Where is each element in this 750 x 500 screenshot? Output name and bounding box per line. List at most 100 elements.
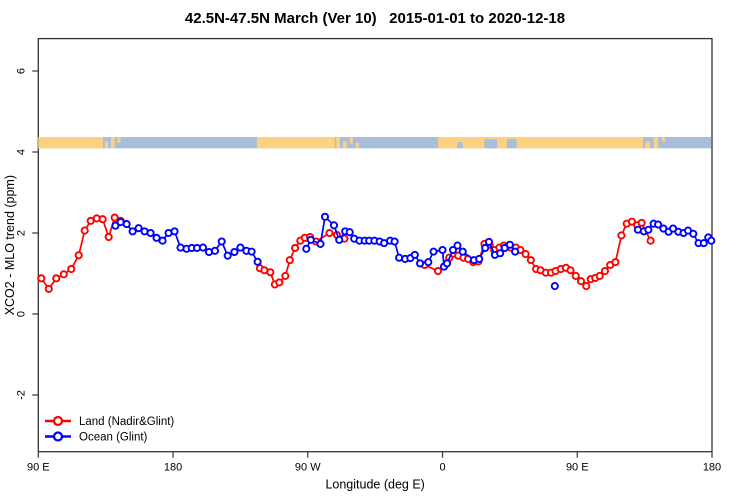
data-point bbox=[433, 267, 443, 276]
legend-label-land: Land (Nadir&Glint) bbox=[79, 416, 174, 428]
data-point bbox=[306, 235, 315, 244]
map-strip-island bbox=[653, 137, 659, 149]
data-point bbox=[345, 228, 354, 237]
axis-label: 180 bbox=[164, 462, 182, 474]
map-strip-island bbox=[110, 137, 115, 149]
data-point bbox=[521, 250, 530, 259]
series-land bbox=[37, 213, 655, 293]
axis-label: 90 E bbox=[27, 462, 50, 474]
data-point bbox=[481, 243, 490, 253]
data-point bbox=[654, 220, 663, 229]
data-point bbox=[627, 217, 636, 226]
data-point bbox=[475, 254, 484, 263]
map-strip-island bbox=[355, 142, 359, 149]
legend-marker-ocean bbox=[52, 431, 64, 442]
data-point bbox=[453, 241, 462, 250]
axis-label: Longitude (deg E) bbox=[325, 478, 424, 492]
data-point bbox=[438, 245, 447, 255]
data-point bbox=[98, 215, 107, 224]
data-point bbox=[410, 250, 419, 259]
data-point bbox=[442, 259, 452, 268]
data-point bbox=[285, 256, 294, 265]
data-point bbox=[59, 270, 68, 279]
data-point bbox=[302, 244, 311, 253]
series-ocean bbox=[111, 212, 716, 291]
data-point bbox=[484, 237, 493, 246]
data-point bbox=[275, 278, 284, 287]
map-strip-sea-patch bbox=[484, 139, 498, 149]
map-strip-land bbox=[38, 137, 103, 149]
data-point bbox=[266, 268, 275, 277]
data-point bbox=[52, 274, 61, 283]
data-point bbox=[595, 271, 604, 280]
data-point bbox=[223, 251, 232, 260]
data-point bbox=[198, 243, 208, 252]
map-strip-island bbox=[104, 141, 108, 149]
data-point bbox=[128, 227, 137, 236]
data-point bbox=[644, 225, 653, 234]
data-point bbox=[111, 221, 120, 230]
data-point bbox=[37, 274, 46, 283]
chart-title: 42.5N-47.5N March (Ver 10) 2015-01-01 to… bbox=[184, 10, 566, 27]
map-strip-ocean bbox=[38, 137, 712, 149]
axis-label: 90 W bbox=[295, 462, 321, 474]
data-point bbox=[637, 218, 646, 227]
data-point bbox=[74, 251, 83, 260]
data-point bbox=[458, 247, 467, 256]
axis-label: -2 bbox=[15, 390, 27, 400]
map-strip-island bbox=[342, 141, 347, 149]
data-point bbox=[210, 246, 220, 255]
data-point bbox=[699, 239, 708, 248]
data-point bbox=[44, 284, 53, 293]
data-point bbox=[67, 264, 76, 274]
data-point bbox=[335, 235, 344, 244]
axis-label: 90 E bbox=[566, 462, 589, 474]
data-point bbox=[170, 227, 179, 236]
data-point bbox=[646, 236, 655, 245]
data-point bbox=[247, 247, 256, 256]
map-strip-island bbox=[117, 137, 121, 143]
legend-label-ocean: Ocean (Glint) bbox=[79, 432, 148, 444]
axis-label: 0 bbox=[439, 462, 445, 474]
map-strip-island bbox=[336, 137, 340, 149]
data-point bbox=[146, 228, 155, 238]
map-strip-sea-patch bbox=[506, 139, 517, 149]
data-point bbox=[505, 240, 514, 249]
data-point bbox=[158, 236, 167, 245]
axis-label: XCO2 - MLO trend (ppm) bbox=[3, 175, 17, 315]
data-point bbox=[617, 231, 626, 240]
data-point bbox=[550, 282, 559, 291]
axis-label: 4 bbox=[15, 149, 27, 155]
data-point bbox=[566, 266, 575, 275]
data-point bbox=[611, 258, 620, 267]
data-point bbox=[511, 247, 520, 256]
data-point bbox=[316, 239, 325, 248]
data-point bbox=[329, 221, 339, 230]
plot-box bbox=[37, 37, 713, 453]
map-strip-land bbox=[438, 137, 644, 149]
data-point bbox=[80, 226, 89, 235]
data-point bbox=[291, 243, 300, 253]
data-point bbox=[110, 213, 119, 222]
legend-marker-land bbox=[52, 415, 64, 427]
data-point bbox=[526, 256, 535, 265]
data-point bbox=[390, 237, 399, 246]
data-point bbox=[582, 282, 591, 291]
data-point bbox=[416, 259, 425, 268]
data-point bbox=[571, 271, 580, 280]
data-point bbox=[281, 271, 290, 280]
data-point bbox=[122, 220, 131, 229]
data-point bbox=[576, 277, 586, 286]
map-strip-sea-patch bbox=[457, 142, 463, 149]
data-point bbox=[429, 247, 438, 256]
data-point bbox=[104, 232, 113, 242]
map-strip-island bbox=[349, 137, 353, 144]
data-point bbox=[134, 224, 143, 233]
data-point bbox=[424, 258, 433, 267]
axis-label: 180 bbox=[703, 462, 721, 474]
map-strip-island bbox=[645, 141, 650, 149]
data-point bbox=[236, 243, 245, 252]
axis-label: 6 bbox=[15, 68, 27, 74]
